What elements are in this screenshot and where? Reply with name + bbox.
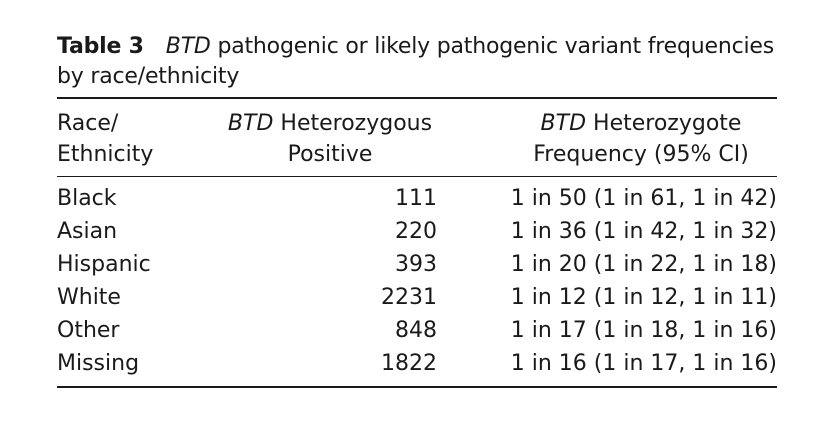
cell-positive: 2231	[381, 285, 437, 310]
cell-race: White	[57, 285, 121, 310]
header-freq-line-1: BTD Heterozygote	[505, 108, 777, 139]
table-row: Other 848 1 in 17 (1 in 18, 1 in 16)	[57, 314, 777, 347]
header-freq-text: Heterozygote	[586, 111, 742, 136]
cell-race: Hispanic	[57, 252, 151, 277]
cell-positive: 1822	[381, 351, 437, 376]
cell-race: Other	[57, 318, 120, 343]
table-row: Missing 1822 1 in 16 (1 in 17, 1 in 16)	[57, 347, 777, 380]
top-rule	[57, 97, 777, 99]
cell-positive: 220	[395, 219, 437, 244]
cell-positive: 848	[395, 318, 437, 343]
table-row: White 2231 1 in 12 (1 in 12, 1 in 11)	[57, 281, 777, 314]
header-rule	[57, 176, 777, 177]
table-caption: Table 3 BTD pathogenic or likely pathogen…	[57, 32, 777, 92]
table-row: Asian 220 1 in 36 (1 in 42, 1 in 32)	[57, 215, 777, 248]
cell-frequency: 1 in 20 (1 in 22, 1 in 18)	[510, 252, 777, 277]
header-het-gene: BTD	[227, 111, 274, 136]
caption-gene: BTD	[165, 34, 211, 59]
header-het-text: Heterozygous	[273, 111, 433, 136]
table-3: Table 3 BTD pathogenic or likely pathogen…	[57, 32, 777, 388]
header-het-line-1: BTD Heterozygous	[195, 108, 465, 139]
caption-text: pathogenic or likely pathogenic variant …	[210, 34, 774, 59]
caption-line-1: Table 3 BTD pathogenic or likely pathogen…	[57, 32, 777, 62]
table-row: Black 111 1 in 50 (1 in 61, 1 in 42)	[57, 182, 777, 215]
cell-race: Missing	[57, 351, 140, 376]
header-het-line-2: Positive	[287, 142, 373, 167]
table-label: Table 3	[57, 34, 144, 59]
header-race: Race/ Ethnicity	[57, 108, 217, 170]
bottom-rule	[57, 386, 777, 388]
cell-frequency: 1 in 12 (1 in 12, 1 in 11)	[510, 285, 777, 310]
cell-race: Asian	[57, 219, 118, 244]
header-heterozygous-positive: BTD Heterozygous Positive	[195, 108, 465, 170]
table-body: Black 111 1 in 50 (1 in 61, 1 in 42) Asi…	[57, 182, 777, 380]
cell-positive: 393	[395, 252, 437, 277]
cell-frequency: 1 in 17 (1 in 18, 1 in 16)	[510, 318, 777, 343]
header-freq-gene: BTD	[540, 111, 587, 136]
header-freq-line-2: Frequency (95% CI)	[533, 142, 749, 167]
header-row: Race/ Ethnicity BTD Heterozygous Positiv…	[57, 108, 777, 170]
header-race-line-2: Ethnicity	[57, 142, 154, 167]
cell-frequency: 1 in 50 (1 in 61, 1 in 42)	[510, 186, 777, 211]
header-race-line-1: Race/	[57, 111, 119, 136]
cell-race: Black	[57, 186, 117, 211]
header-heterozygote-frequency: BTD Heterozygote Frequency (95% CI)	[505, 108, 777, 170]
cell-positive: 111	[395, 186, 437, 211]
cell-frequency: 1 in 36 (1 in 42, 1 in 32)	[510, 219, 777, 244]
caption-line-2: by race/ethnicity	[57, 64, 240, 89]
cell-frequency: 1 in 16 (1 in 17, 1 in 16)	[510, 351, 777, 376]
table-row: Hispanic 393 1 in 20 (1 in 22, 1 in 18)	[57, 248, 777, 281]
